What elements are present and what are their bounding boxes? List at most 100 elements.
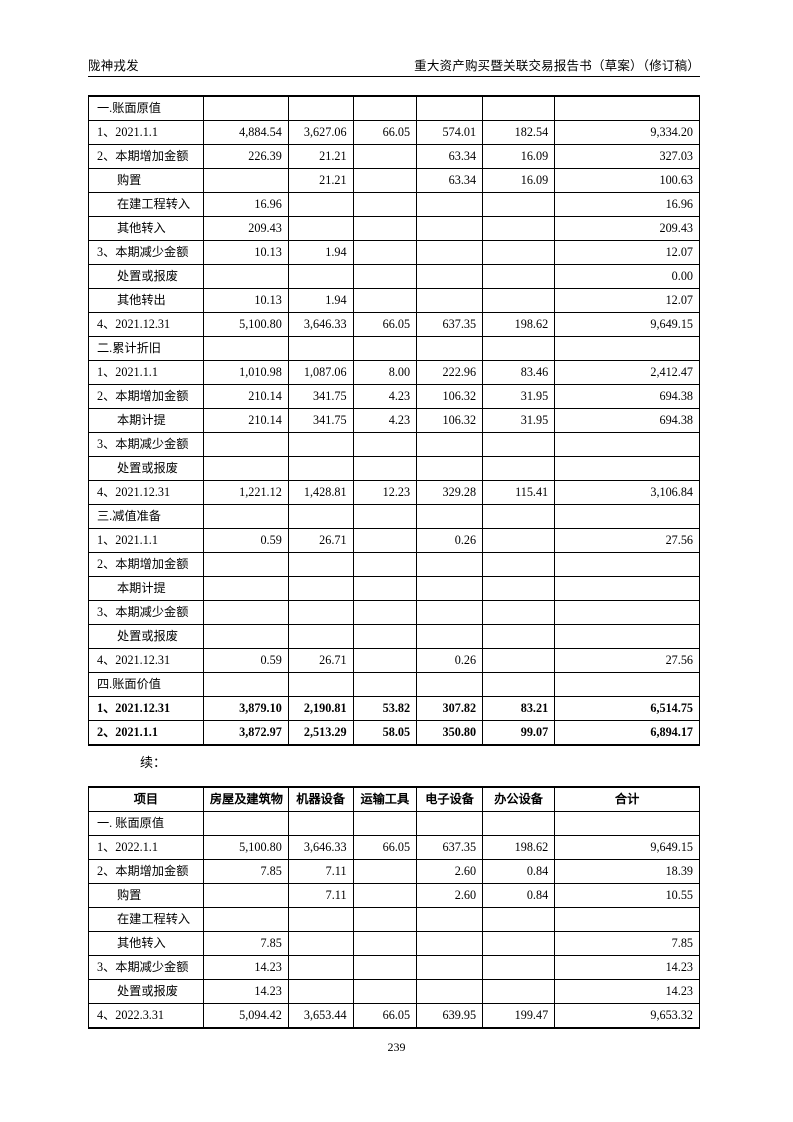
row-value-cell [554,456,700,481]
row-label: 其他转入 [88,931,204,956]
row-value-cell: 1,428.81 [287,480,354,505]
row-value-cell: 1,010.98 [202,360,289,385]
row-value-cell: 4,884.54 [202,120,289,145]
row-value-cell [352,811,418,836]
row-value-cell: 9,649.15 [554,835,700,860]
row-value-cell [352,432,418,457]
row-value-cell [416,456,484,481]
row-value-cell [352,168,418,193]
table-row: 处置或报废 [88,456,700,481]
row-value-cell [416,192,484,217]
row-value-cell: 26.71 [287,648,354,673]
row-value-cell [202,95,289,121]
column-header: 运输工具 [352,786,418,812]
row-label: 三.减值准备 [88,504,204,529]
row-value-cell: 9,649.15 [554,312,700,337]
row-value-cell [287,811,354,836]
table-row: 一. 账面原值 [88,811,700,836]
row-value-cell [482,216,556,241]
row-value-cell: 3,627.06 [287,120,354,145]
row-label: 1、2021.1.1 [88,120,204,145]
row-value-cell [287,931,354,956]
row-value-cell [482,528,556,553]
row-value-cell: 209.43 [554,216,700,241]
table-row: 3、本期减少金额 [88,432,700,457]
row-label: 2、2021.1.1 [88,720,204,746]
table-row: 购置 7.11 2.60 0.84 10.55 [88,883,700,908]
row-value-cell [554,600,700,625]
row-value-cell [287,432,354,457]
row-value-cell: 12.07 [554,240,700,265]
row-value-cell: 0.00 [554,264,700,289]
row-value-cell [352,624,418,649]
row-value-cell: 694.38 [554,384,700,409]
row-value-cell: 574.01 [416,120,484,145]
table-row: 2、本期增加金额 [88,552,700,577]
row-value-cell: 0.26 [416,648,484,673]
row-value-cell: 3,646.33 [287,312,354,337]
row-value-cell: 2,412.47 [554,360,700,385]
column-header: 房屋及建筑物 [202,786,289,812]
row-value-cell [554,432,700,457]
row-value-cell [202,552,289,577]
row-value-cell: 18.39 [554,859,700,884]
row-value-cell: 27.56 [554,648,700,673]
row-value-cell [554,672,700,697]
row-label: 其他转入 [88,216,204,241]
row-value-cell [554,907,700,932]
row-value-cell [352,336,418,361]
row-value-cell: 66.05 [352,120,418,145]
row-value-cell [352,907,418,932]
row-label: 一.账面原值 [88,95,204,121]
table-row: 1、2021.1.1 0.59 26.71 0.26 27.56 [88,528,700,553]
row-label: 1、2021.1.1 [88,360,204,385]
row-value-cell: 66.05 [352,312,418,337]
row-value-cell: 115.41 [482,480,556,505]
table-row: 其他转入 7.85 7.85 [88,931,700,956]
row-value-cell [287,192,354,217]
row-value-cell [202,811,289,836]
running-header: 陇神戎发 重大资产购买暨关联交易报告书（草案）（修订稿） [88,48,700,74]
table-row: 3、本期减少金额 14.23 14.23 [88,955,700,980]
row-value-cell: 3,106.84 [554,480,700,505]
row-value-cell [202,504,289,529]
fixed-assets-table-2021: 一.账面原值 1、2021.1.1 4,884.54 3,627.06 66.05 574… [88,95,700,746]
table-row: 4、2022.3.31 5,094.42 3,653.44 66.05 639.95 19… [88,1003,700,1029]
row-value-cell [482,811,556,836]
row-value-cell [202,432,289,457]
row-value-cell: 2.60 [416,859,484,884]
row-value-cell: 7.11 [287,859,354,884]
row-value-cell: 14.23 [202,955,289,980]
row-value-cell [287,95,354,121]
row-value-cell: 66.05 [352,835,418,860]
row-value-cell: 7.11 [287,883,354,908]
table-row: 2、本期增加金额 226.39 21.21 63.34 16.09 327.03 [88,144,700,169]
row-label: 4、2021.12.31 [88,648,204,673]
row-value-cell [202,336,289,361]
row-value-cell: 7.85 [202,931,289,956]
row-value-cell [352,144,418,169]
row-value-cell [352,456,418,481]
table-row: 4、2021.12.31 1,221.12 1,428.81 12.23 329.28 1… [88,480,700,505]
row-value-cell: 209.43 [202,216,289,241]
row-value-cell: 1.94 [287,240,354,265]
header-company-name: 陇神戎发 [88,59,139,73]
row-value-cell [202,264,289,289]
continued-label: 续： [140,755,167,770]
row-value-cell: 7.85 [202,859,289,884]
row-value-cell: 226.39 [202,144,289,169]
row-value-cell: 100.63 [554,168,700,193]
row-value-cell [482,931,556,956]
row-value-cell [287,336,354,361]
table-row: 3、本期减少金额 10.13 1.94 12.07 [88,240,700,265]
row-value-cell [482,907,556,932]
row-label: 4、2021.12.31 [88,480,204,505]
row-value-cell: 341.75 [287,384,354,409]
row-value-cell [287,576,354,601]
table-row: 4、2021.12.31 5,100.80 3,646.33 66.05 637.35 1… [88,312,700,337]
header-divider-rule [88,76,700,77]
row-value-cell: 3,879.10 [202,696,289,721]
table-two-body: 项目 房屋及建筑物 机器设备 运输工具 电子设备 办公设备 合计 一. 账面原值 1、2022.… [88,786,700,1029]
row-value-cell: 3,653.44 [287,1003,354,1029]
row-value-cell: 31.95 [482,384,556,409]
